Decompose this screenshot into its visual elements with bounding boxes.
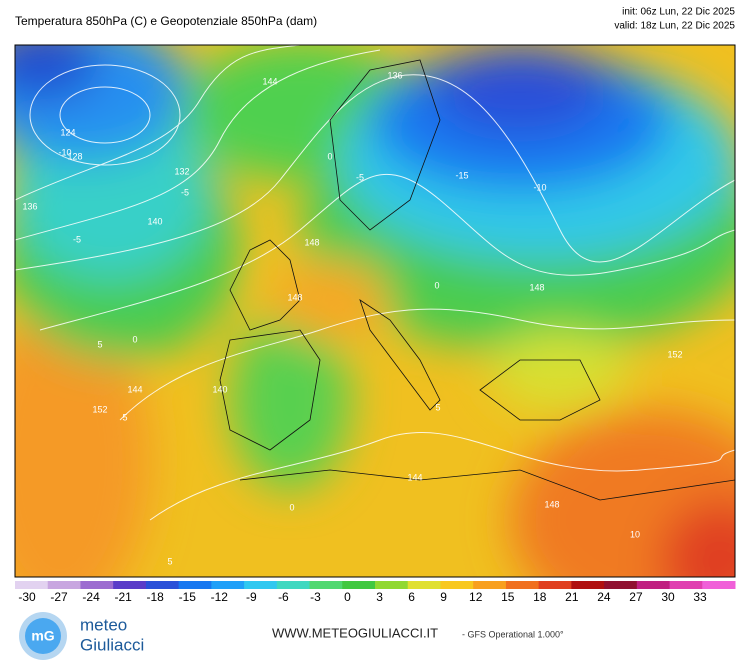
colorbar-swatch	[113, 581, 147, 589]
map: 124 128 132 136 140 144 148 144 140 136 148 152 144 1…	[15, 45, 735, 577]
contour-label: 0	[327, 151, 332, 161]
contour-label: -15	[455, 170, 468, 180]
contour-label: -5	[356, 172, 364, 182]
colorbar-swatch	[342, 581, 376, 589]
website: WWW.METEOGIULIACCI.IT	[272, 625, 438, 640]
colorbar-label: -6	[278, 590, 289, 604]
colorbar-swatch	[571, 581, 605, 589]
coastlines	[219, 59, 735, 501]
colorbar-swatch	[473, 581, 507, 589]
colorbar-label: -3	[310, 590, 321, 604]
colorbar-label: 0	[344, 590, 351, 604]
contour-label: -10	[533, 182, 546, 192]
colorbar-label: 33	[693, 590, 707, 604]
colorbar-swatch	[309, 581, 343, 589]
contour-label: 144	[407, 472, 422, 482]
contour-label: 152	[667, 349, 682, 359]
contour-label: 10	[630, 529, 640, 539]
svg-text:mG: mG	[31, 628, 54, 644]
colorbar-labels: -30 -27 -24 -21 -18 -15 -12 -9 -6 -3 0 3 6 9 12 15 18 21 2…	[18, 590, 707, 604]
colorbar-swatch	[211, 581, 245, 589]
colorbar-label: 3	[376, 590, 383, 604]
colorbar-swatch	[604, 581, 638, 589]
contour-label: 128	[67, 151, 82, 161]
contour-label: 0	[132, 334, 137, 344]
brand-top: meteo	[80, 615, 127, 634]
contour-label: 148	[529, 282, 544, 292]
colorbar-swatch	[669, 581, 703, 589]
contour-label: 144	[127, 384, 142, 394]
colorbar-label: -15	[179, 590, 197, 604]
colorbar-label: -27	[50, 590, 68, 604]
brand-bottom: Giuliacci	[80, 635, 144, 654]
contour-label: 124	[60, 127, 75, 137]
colorbar-label: 15	[501, 590, 515, 604]
colorbar-label: 24	[597, 590, 611, 604]
colorbar-label: 18	[533, 590, 547, 604]
contour-label: -5	[181, 187, 189, 197]
colorbar-label: -9	[246, 590, 257, 604]
model: - GFS Operational 1.000°	[462, 629, 564, 639]
contour-label: 132	[174, 166, 189, 176]
colorbar-swatch	[15, 581, 49, 589]
valid-time: valid: 18z Lun, 22 Dic 2025	[614, 21, 735, 32]
colorbar-label: -30	[18, 590, 36, 604]
title: Temperatura 850hPa (C) e Geopotenziale 8…	[15, 14, 317, 28]
colorbar-label: -12	[211, 590, 229, 604]
colorbar-label: 30	[661, 590, 675, 604]
map-frame	[14, 44, 736, 578]
colorbar-swatch	[80, 581, 114, 589]
colorbar-swatch	[244, 581, 278, 589]
colorbar-swatch	[145, 581, 180, 589]
contour-label: 5	[167, 556, 172, 566]
colorbar-label: 21	[565, 590, 579, 604]
contour-label: -5	[73, 234, 81, 244]
colorbar-label: 12	[469, 590, 483, 604]
colorbar-swatch	[47, 581, 81, 589]
colorbar-swatch	[636, 581, 671, 589]
colorbar-label: -21	[114, 590, 132, 604]
colorbar-label: -24	[82, 590, 100, 604]
colorbar-swatch	[505, 581, 540, 589]
contour-label: 148	[304, 237, 319, 247]
contour-label: 136	[22, 201, 37, 211]
colorbar-label: 9	[440, 590, 447, 604]
colorbar	[15, 581, 736, 589]
contour-label: 0	[289, 502, 294, 512]
colorbar-label: -18	[147, 590, 165, 604]
colorbar-swatch	[375, 581, 409, 589]
colorbar-swatch	[702, 581, 736, 589]
contour-label: 152	[92, 404, 107, 414]
contour-label: 144	[262, 76, 277, 86]
colorbar-swatch	[276, 581, 311, 589]
isohypses	[15, 45, 735, 521]
contour-label: 5	[435, 402, 440, 412]
contour-label: 148	[287, 292, 302, 302]
contour-label: 5	[122, 412, 127, 422]
contour-label: 5	[97, 339, 102, 349]
colorbar-swatch	[440, 581, 474, 589]
contour-label: 140	[147, 216, 162, 226]
contour-label: 0	[434, 280, 439, 290]
colorbar-swatch	[178, 581, 212, 589]
colorbar-swatch	[538, 581, 572, 589]
init-time: init: 06z Lun, 22 Dic 2025	[622, 7, 735, 18]
contour-label: -10	[58, 147, 71, 157]
contour-label: 148	[544, 499, 559, 509]
contour-label: 140	[212, 384, 227, 394]
colorbar-label: 27	[629, 590, 643, 604]
colorbar-label: 6	[408, 590, 415, 604]
contour-label: 136	[387, 70, 402, 80]
colorbar-swatch	[407, 581, 441, 589]
logo: mG	[19, 612, 67, 660]
